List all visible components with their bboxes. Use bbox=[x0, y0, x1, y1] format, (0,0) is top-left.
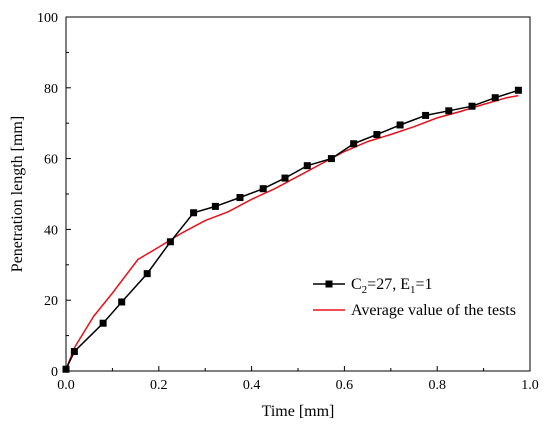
series-1-line bbox=[65, 89, 519, 370]
y-tick-label: 80 bbox=[44, 82, 58, 97]
legend-series-1-marker bbox=[325, 280, 333, 288]
series-1-point bbox=[281, 174, 289, 182]
series-1-point bbox=[99, 319, 107, 327]
x-axis-title: Time [mm] bbox=[262, 403, 335, 420]
x-tick-label: 0.4 bbox=[243, 378, 261, 393]
series-1-point bbox=[491, 94, 499, 102]
tick-layer: 0.0 0.2 0.4 0.6 0.8 1.0 0 20 40 60 80 100 bbox=[37, 11, 539, 393]
series-1-point bbox=[190, 209, 198, 217]
x-tick-label: 0.8 bbox=[428, 378, 446, 393]
series-1-point bbox=[468, 102, 476, 110]
legend-series-1-label: C2=27, E1=1 bbox=[351, 276, 433, 296]
series-1-point bbox=[422, 111, 430, 119]
series-1-point bbox=[373, 131, 381, 139]
x-tick-label: 0.0 bbox=[57, 378, 75, 393]
series-2-line bbox=[65, 94, 519, 370]
x-tick-label: 0.6 bbox=[336, 378, 354, 393]
y-tick-label: 0 bbox=[51, 365, 58, 380]
series-1-point bbox=[259, 185, 267, 193]
y-tick-label: 60 bbox=[44, 153, 58, 168]
series-1-point bbox=[327, 155, 335, 163]
legend: C2=27, E1=1 Average value of the tests bbox=[313, 276, 516, 319]
series-1-point bbox=[396, 121, 404, 129]
series-1-point bbox=[236, 194, 244, 202]
y-tick-label: 20 bbox=[44, 294, 58, 309]
series-1-point bbox=[350, 140, 358, 148]
legend-series-2-label: Average value of the tests bbox=[351, 302, 516, 319]
x-tick-label: 0.2 bbox=[150, 378, 168, 393]
y-tick-label: 100 bbox=[37, 11, 58, 26]
series-1-point bbox=[211, 202, 219, 210]
x-tick-label: 1.0 bbox=[521, 378, 539, 393]
series-1-point bbox=[143, 270, 151, 278]
series-1-point bbox=[118, 298, 126, 306]
series-1-point bbox=[514, 86, 522, 94]
series-1-point bbox=[303, 162, 311, 170]
series-layer bbox=[62, 86, 522, 373]
y-axis-title: Penetration length [mm] bbox=[9, 116, 26, 272]
series-1-point bbox=[166, 238, 174, 246]
series-1-point bbox=[70, 348, 78, 356]
y-tick-label: 40 bbox=[44, 223, 58, 238]
series-1-point bbox=[445, 107, 453, 115]
